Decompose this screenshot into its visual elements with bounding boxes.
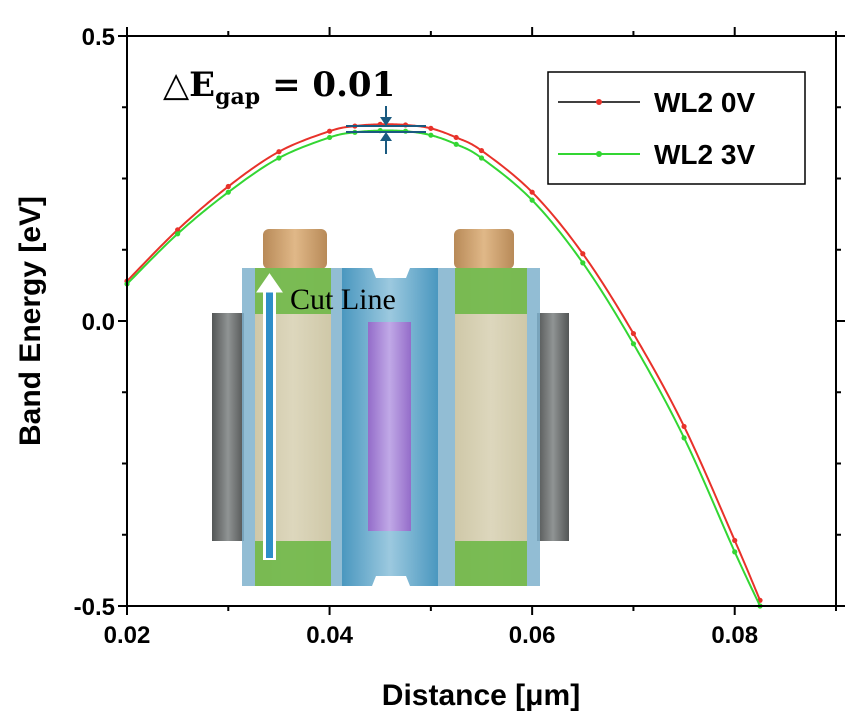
data-point-wl2-3v — [529, 197, 535, 203]
right-pillar-body — [455, 268, 527, 586]
data-point-wl2-3v — [428, 132, 434, 138]
data-point-wl2-3v — [326, 134, 333, 141]
data-point-wl2-3v — [225, 189, 231, 195]
data-point-wl2-3v — [732, 549, 738, 555]
x-axis-title: Distance [μm] — [382, 679, 580, 712]
y-tick-label-top: 0.5 — [82, 24, 115, 51]
data-point-wl2-3v — [580, 260, 586, 266]
left-pillar-top-cap — [263, 229, 327, 269]
data-point-wl2-0v — [529, 189, 535, 195]
x-tick-label-4: 0.08 — [711, 622, 758, 649]
data-point-wl2-3v — [681, 435, 687, 441]
left-gate — [212, 313, 244, 541]
data-point-wl2-0v — [630, 330, 637, 337]
y-axis-title: Band Energy [eV] — [14, 196, 47, 446]
legend: WL2 0V WL2 3V — [547, 71, 806, 185]
data-point-wl2-3v — [453, 141, 459, 147]
data-point-wl2-0v — [732, 537, 738, 544]
cut-line-label: Cut Line — [290, 283, 396, 316]
data-point-wl2-0v — [681, 423, 687, 430]
legend-marker-wl2-0v — [596, 99, 602, 105]
legend-marker-wl2-3v — [596, 151, 602, 157]
cut-line-arrow-head — [256, 273, 283, 293]
center-core — [368, 322, 411, 531]
data-point-wl2-0v — [580, 251, 586, 257]
cut-line-arrow-core — [266, 290, 273, 558]
right-pillar-top-cap — [454, 229, 514, 269]
data-point-wl2-3v — [175, 231, 181, 237]
legend-label-wl2-3v: WL2 3V — [654, 139, 755, 170]
data-point-wl2-3v — [478, 155, 485, 161]
delta-e-annotation: △Egap = 0.01 — [163, 65, 426, 154]
delta-e-label: △Egap = 0.01 — [163, 65, 395, 110]
data-point-wl2-0v — [478, 147, 485, 154]
y-tick-label-bottom: -0.5 — [74, 594, 115, 621]
device-structure-inset: Cut Line — [212, 229, 569, 586]
right-gate — [537, 313, 569, 541]
data-point-wl2-0v — [276, 149, 282, 155]
gap-arrow-bottom-head — [380, 132, 392, 141]
x-tick-label-1: 0.02 — [104, 622, 151, 649]
legend-box — [547, 71, 806, 185]
data-point-wl2-3v — [630, 341, 637, 347]
x-tick-label-2: 0.04 — [306, 622, 353, 649]
right-pillar-top-contact — [455, 268, 527, 314]
gap-arrow-top-head — [380, 117, 392, 126]
data-point-wl2-3v — [276, 155, 282, 161]
x-tick-label-3: 0.06 — [509, 622, 556, 649]
data-point-wl2-0v — [175, 227, 181, 233]
right-pillar-bottom-contact — [455, 541, 527, 586]
data-point-wl2-0v — [453, 134, 459, 141]
ticks-layer — [118, 27, 845, 615]
y-tick-label-middle: 0.0 — [82, 309, 115, 336]
data-point-wl2-0v — [428, 125, 434, 131]
legend-label-wl2-0v: WL2 0V — [654, 87, 755, 118]
data-point-wl2-0v — [225, 183, 231, 190]
data-point-wl2-0v — [326, 128, 333, 134]
series-layer — [124, 121, 763, 609]
